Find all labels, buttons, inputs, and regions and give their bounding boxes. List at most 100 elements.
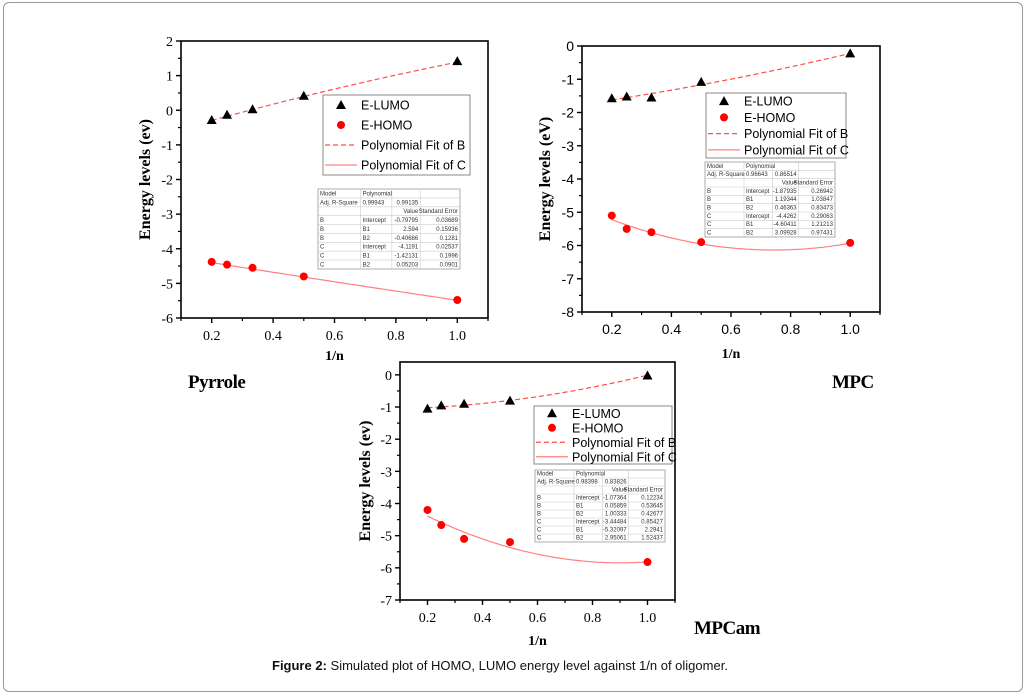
- fit-table-cell: B: [707, 206, 711, 212]
- legend-box: [705, 92, 847, 159]
- label-pyrrole: Pyrrole: [188, 372, 246, 393]
- x-tick-label: 0.2: [602, 321, 622, 337]
- fit-table-cell: -1.07364: [603, 496, 627, 502]
- legend-lumo-icon: [719, 96, 729, 106]
- fit-table-cell: 0.85427: [641, 520, 663, 526]
- homo-point: [622, 224, 631, 233]
- fit-table-cell: Adj. R-Square: [707, 172, 745, 178]
- fit-table-box: [534, 469, 666, 543]
- fit-table-cell: Intercept: [576, 496, 600, 502]
- y-tick-label: 0: [385, 369, 392, 384]
- lumo-point: [222, 109, 233, 119]
- fit-table-cell: 2.2941: [645, 528, 664, 534]
- fit-table-cell: B2: [746, 231, 754, 237]
- homo-point: [460, 534, 469, 543]
- chart-panel-mpcam: -7 -6 -5 -4 -3 -2 -1 0 0.2 0.4 0.6 0.8 1.0 1/n Energy …: [357, 361, 677, 649]
- fit-table-cell: Model: [320, 191, 336, 197]
- fit-table-cell: 2.95061: [605, 536, 627, 542]
- fit-table-cell: 0.53645: [641, 504, 663, 510]
- y-tick-label: -3: [380, 465, 392, 480]
- fit-table-cell: Intercept: [576, 520, 600, 526]
- x-tick-label: 0.8: [584, 611, 602, 626]
- caption-text: Simulated plot of HOMO, LUMO energy leve…: [326, 658, 728, 673]
- lumo-point: [621, 91, 632, 101]
- lumo-point: [422, 403, 433, 413]
- legend-label: E-LUMO: [744, 95, 793, 109]
- legend-homo-icon: [720, 113, 728, 122]
- y-tick-label: 1: [166, 70, 173, 85]
- fit-table-cell: 1.19344: [775, 197, 797, 203]
- y-tick-label: -1: [161, 139, 173, 154]
- y-tick-label: 0: [566, 38, 574, 54]
- x-tick-label: 0.4: [474, 611, 492, 626]
- fit-table-cell: Adj. R-Square: [320, 200, 358, 206]
- y-tick-label: -6: [380, 562, 392, 577]
- fit-table-cell: B1: [363, 227, 371, 233]
- x-tick-label: 1.0: [449, 329, 467, 344]
- legend-homo-icon: [337, 121, 345, 129]
- label-mpc: MPC: [832, 372, 874, 393]
- homo-point: [647, 228, 656, 237]
- fit-table-cell: Standard Error: [794, 181, 833, 187]
- homo-point: [299, 272, 308, 281]
- x-axis-label: 1/n: [325, 349, 344, 364]
- fit-table-cell: B: [320, 236, 324, 242]
- chart-panel-pyrrole: -6 -5 -4 -3 -2 -1 0 1 2 0.2 0.4 0.6 0.8 1.0 1/n Energy …: [137, 35, 489, 364]
- legend-lumo-icon: [336, 100, 346, 109]
- fit-table-cell: B2: [363, 263, 371, 269]
- fit-table-cell: Model: [707, 164, 723, 170]
- legend-homo-icon: [548, 423, 556, 432]
- homo-point: [643, 558, 652, 567]
- y-tick-label: -1: [380, 401, 392, 416]
- fit-table-cell: B1: [363, 254, 371, 260]
- fit-table-cell: 0.96643: [746, 172, 768, 178]
- homo-point: [697, 238, 706, 247]
- y-tick-label: -7: [562, 271, 575, 287]
- fit-table-cell: -1.87935: [773, 189, 797, 195]
- lumo-point: [696, 76, 707, 86]
- fit-table-cell: Value: [782, 181, 798, 187]
- y-tick-label: -2: [161, 174, 173, 189]
- legend-label: E-LUMO: [361, 99, 410, 113]
- y-tick-label: -2: [562, 105, 575, 121]
- lumo-point: [505, 395, 515, 405]
- x-tick-label: 1.0: [840, 321, 860, 337]
- legend-label: Polynomial Fit of B: [744, 127, 848, 141]
- fit-table-cell: B: [320, 218, 324, 224]
- legend-label: Polynomial Fit of C: [361, 159, 466, 173]
- fit-table-cell: 0.29063: [811, 214, 833, 220]
- fit-table-cell: B1: [746, 222, 754, 228]
- fit-table-cell: 0.12234: [641, 496, 663, 502]
- lumo-point: [436, 400, 447, 410]
- fit-table-cell: Model: [537, 472, 553, 478]
- fit-table-cell: C: [537, 528, 542, 534]
- fit-table-cell: 0.98398: [576, 480, 598, 486]
- legend-label: E-HOMO: [361, 119, 413, 133]
- fit-table-cell: Polynomial: [363, 191, 392, 197]
- x-tick-label: 0.2: [419, 611, 437, 626]
- homo-point: [248, 263, 257, 272]
- fit-table-cell: C: [320, 254, 325, 260]
- lumo-point: [459, 398, 470, 408]
- fit-table-cell: Intercept: [746, 189, 770, 195]
- fit-table-cell: B2: [746, 206, 754, 212]
- legend-label: E-HOMO: [572, 421, 624, 435]
- y-tick-label: -1: [562, 71, 575, 87]
- fit-table-cell: -0.79795: [395, 218, 419, 224]
- x-tick-label: 0.4: [662, 321, 682, 337]
- x-tick-label: 1.0: [639, 611, 657, 626]
- fit-table-cell: B: [537, 512, 541, 518]
- fit-table-cell: 0.99943: [363, 200, 385, 206]
- y-axis-label: Energy levels (ev): [137, 119, 154, 240]
- y-tick-label: -3: [562, 138, 575, 154]
- fit-table-cell: 1.03847: [811, 197, 833, 203]
- lumo-point: [206, 114, 217, 124]
- fit-table-cell: Standard Error: [419, 209, 458, 215]
- fit-table-cell: 0.42677: [641, 512, 663, 518]
- figure-caption: Figure 2: Simulated plot of HOMO, LUMO e…: [272, 658, 728, 673]
- legend-label: Polynomial Fit of B: [572, 436, 676, 450]
- fit-table-cell: 0.26942: [811, 189, 833, 195]
